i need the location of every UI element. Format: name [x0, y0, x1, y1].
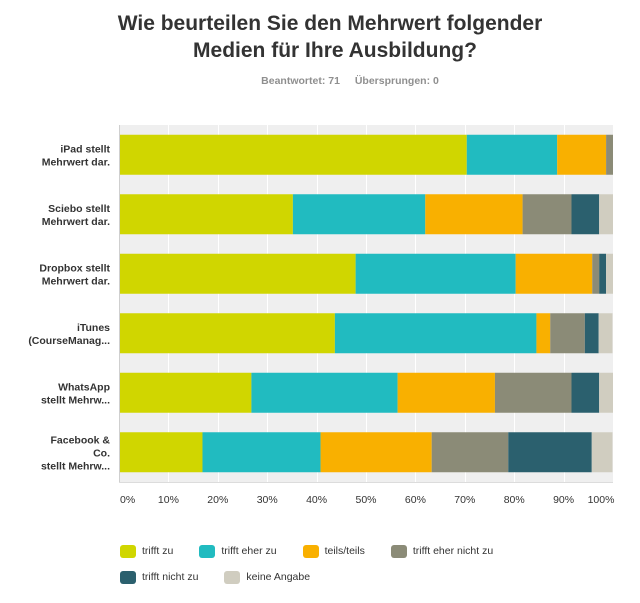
legend-swatch: [199, 544, 216, 558]
category-label: WhatsApp stellt Mehrw...: [41, 381, 110, 406]
x-tick-label: 70%: [454, 494, 475, 506]
bar-segment[interactable]: [515, 253, 593, 294]
bar-segment[interactable]: [557, 134, 607, 175]
bar-segment[interactable]: [119, 253, 356, 294]
legend-label: keine Angabe: [246, 571, 311, 583]
bar-segment[interactable]: [320, 432, 432, 473]
bar-segment[interactable]: [397, 372, 495, 413]
bar-segment[interactable]: [599, 372, 613, 413]
answered-count: Beantwortet: 71: [261, 75, 340, 87]
bar-segment[interactable]: [355, 253, 516, 294]
bar-segment[interactable]: [334, 313, 537, 354]
bar-segment[interactable]: [591, 432, 613, 473]
legend-swatch: [120, 544, 136, 558]
legend-item[interactable]: trifft zu: [120, 543, 173, 559]
bar-segment[interactable]: [119, 432, 203, 473]
skipped-count: Übersprungen: 0: [354, 75, 439, 87]
category-label-line: Mehrwert dar.: [42, 275, 110, 287]
category-label-line: WhatsApp: [58, 381, 110, 393]
bar-segment[interactable]: [292, 194, 426, 235]
bar-segment[interactable]: [598, 313, 613, 354]
x-tick-label: 40%: [306, 494, 327, 506]
legend-item[interactable]: trifft eher zu: [199, 543, 277, 559]
category-label-line: Mehrwert dar.: [42, 216, 110, 228]
bar-segment[interactable]: [202, 432, 321, 473]
category-label-line: iTunes: [77, 322, 110, 334]
category-label: Dropbox stellt Mehrwert dar.: [39, 262, 110, 287]
bar-segment[interactable]: [606, 253, 613, 294]
bar-segment[interactable]: [119, 313, 335, 354]
category-label-line: stellt Mehrw...: [41, 394, 110, 406]
bar-segment[interactable]: [571, 372, 600, 413]
legend-label: teils/teils: [324, 545, 365, 557]
legend-item[interactable]: keine Angabe: [224, 569, 310, 585]
x-tick-label: 90%: [553, 494, 574, 506]
category-label: iTunes (CourseManag...: [28, 322, 110, 347]
legend-swatch: [390, 544, 407, 558]
bar-segment[interactable]: [508, 432, 592, 473]
x-tick-label: 10%: [158, 494, 179, 506]
category-label: iPad stellt Mehrwert dar.: [42, 143, 111, 168]
chart-title: Wie beurteilen Sie den Mehrwert folgende…: [0, 10, 640, 64]
x-tick-label: 50%: [355, 494, 376, 506]
legend-label: trifft eher zu: [221, 545, 277, 557]
legend-label: trifft eher nicht zu: [412, 545, 494, 557]
chart-title-line-2: Medien für Ihre Ausbildung?: [193, 39, 477, 62]
x-tick-label: 80%: [504, 494, 525, 506]
bar-segment[interactable]: [584, 313, 599, 354]
bar-segment[interactable]: [494, 372, 572, 413]
bar-segment[interactable]: [550, 313, 585, 354]
response-stats: Beantwortet: 71 Übersprungen: 0: [30, 75, 640, 87]
x-tick-label: 30%: [257, 494, 278, 506]
legend-label: trifft nicht zu: [142, 571, 199, 583]
bar-segment[interactable]: [536, 313, 551, 354]
category-label-line: Sciebo stellt: [48, 203, 110, 215]
bar-segment[interactable]: [571, 194, 600, 235]
bar-segment[interactable]: [599, 194, 613, 235]
bar-segment[interactable]: [119, 372, 252, 413]
bar-segment[interactable]: [425, 194, 523, 235]
x-tick-label: 20%: [207, 494, 228, 506]
legend: trifft zu trifft eher zu teils/teils trifft…: [120, 543, 620, 595]
gridlines: [168, 125, 565, 482]
legend-item[interactable]: teils/teils: [302, 543, 365, 559]
x-tick-labels: 0% 10% 20% 30% 40% 50% 60% 70% 80% 90% 100%: [120, 494, 614, 506]
bar-segment[interactable]: [119, 194, 293, 235]
legend-label: trifft zu: [142, 545, 174, 557]
bar-segment[interactable]: [522, 194, 572, 235]
category-label: Facebook & Co. stellt Mehrw...: [41, 434, 110, 472]
legend-swatch: [302, 544, 319, 558]
bar-segment[interactable]: [251, 372, 398, 413]
bar-segment[interactable]: [119, 134, 467, 175]
chart-title-line-1: Wie beurteilen Sie den Mehrwert folgende…: [117, 12, 543, 35]
x-tick-label: 60%: [405, 494, 426, 506]
legend-item[interactable]: trifft nicht zu: [120, 569, 198, 585]
bar-segment[interactable]: [606, 134, 613, 175]
category-label-line: Mehrwert dar.: [42, 156, 110, 168]
category-label-line: Dropbox stellt: [39, 262, 110, 274]
legend-swatch: [224, 570, 241, 584]
legend-item[interactable]: trifft eher nicht zu: [390, 543, 494, 559]
category-label-line: Co.: [93, 447, 110, 459]
legend-swatch: [120, 570, 136, 584]
category-label-line: stellt Mehrw...: [41, 460, 110, 472]
x-tick-label: 100%: [588, 494, 615, 506]
bars: [119, 134, 613, 473]
category-label: Sciebo stellt Mehrwert dar.: [42, 203, 111, 228]
category-label-line: (CourseManag...: [28, 335, 110, 347]
bar-segment[interactable]: [431, 432, 509, 473]
category-labels: iPad stellt Mehrwert dar.Sciebo stellt Meh…: [28, 143, 110, 472]
category-label-line: iPad stellt: [60, 143, 110, 155]
bar-segment[interactable]: [599, 253, 607, 294]
bar-segment[interactable]: [592, 253, 600, 294]
category-label-line: Facebook &: [50, 434, 110, 446]
x-tick-label: 0%: [120, 494, 135, 506]
bar-segment[interactable]: [466, 134, 558, 175]
